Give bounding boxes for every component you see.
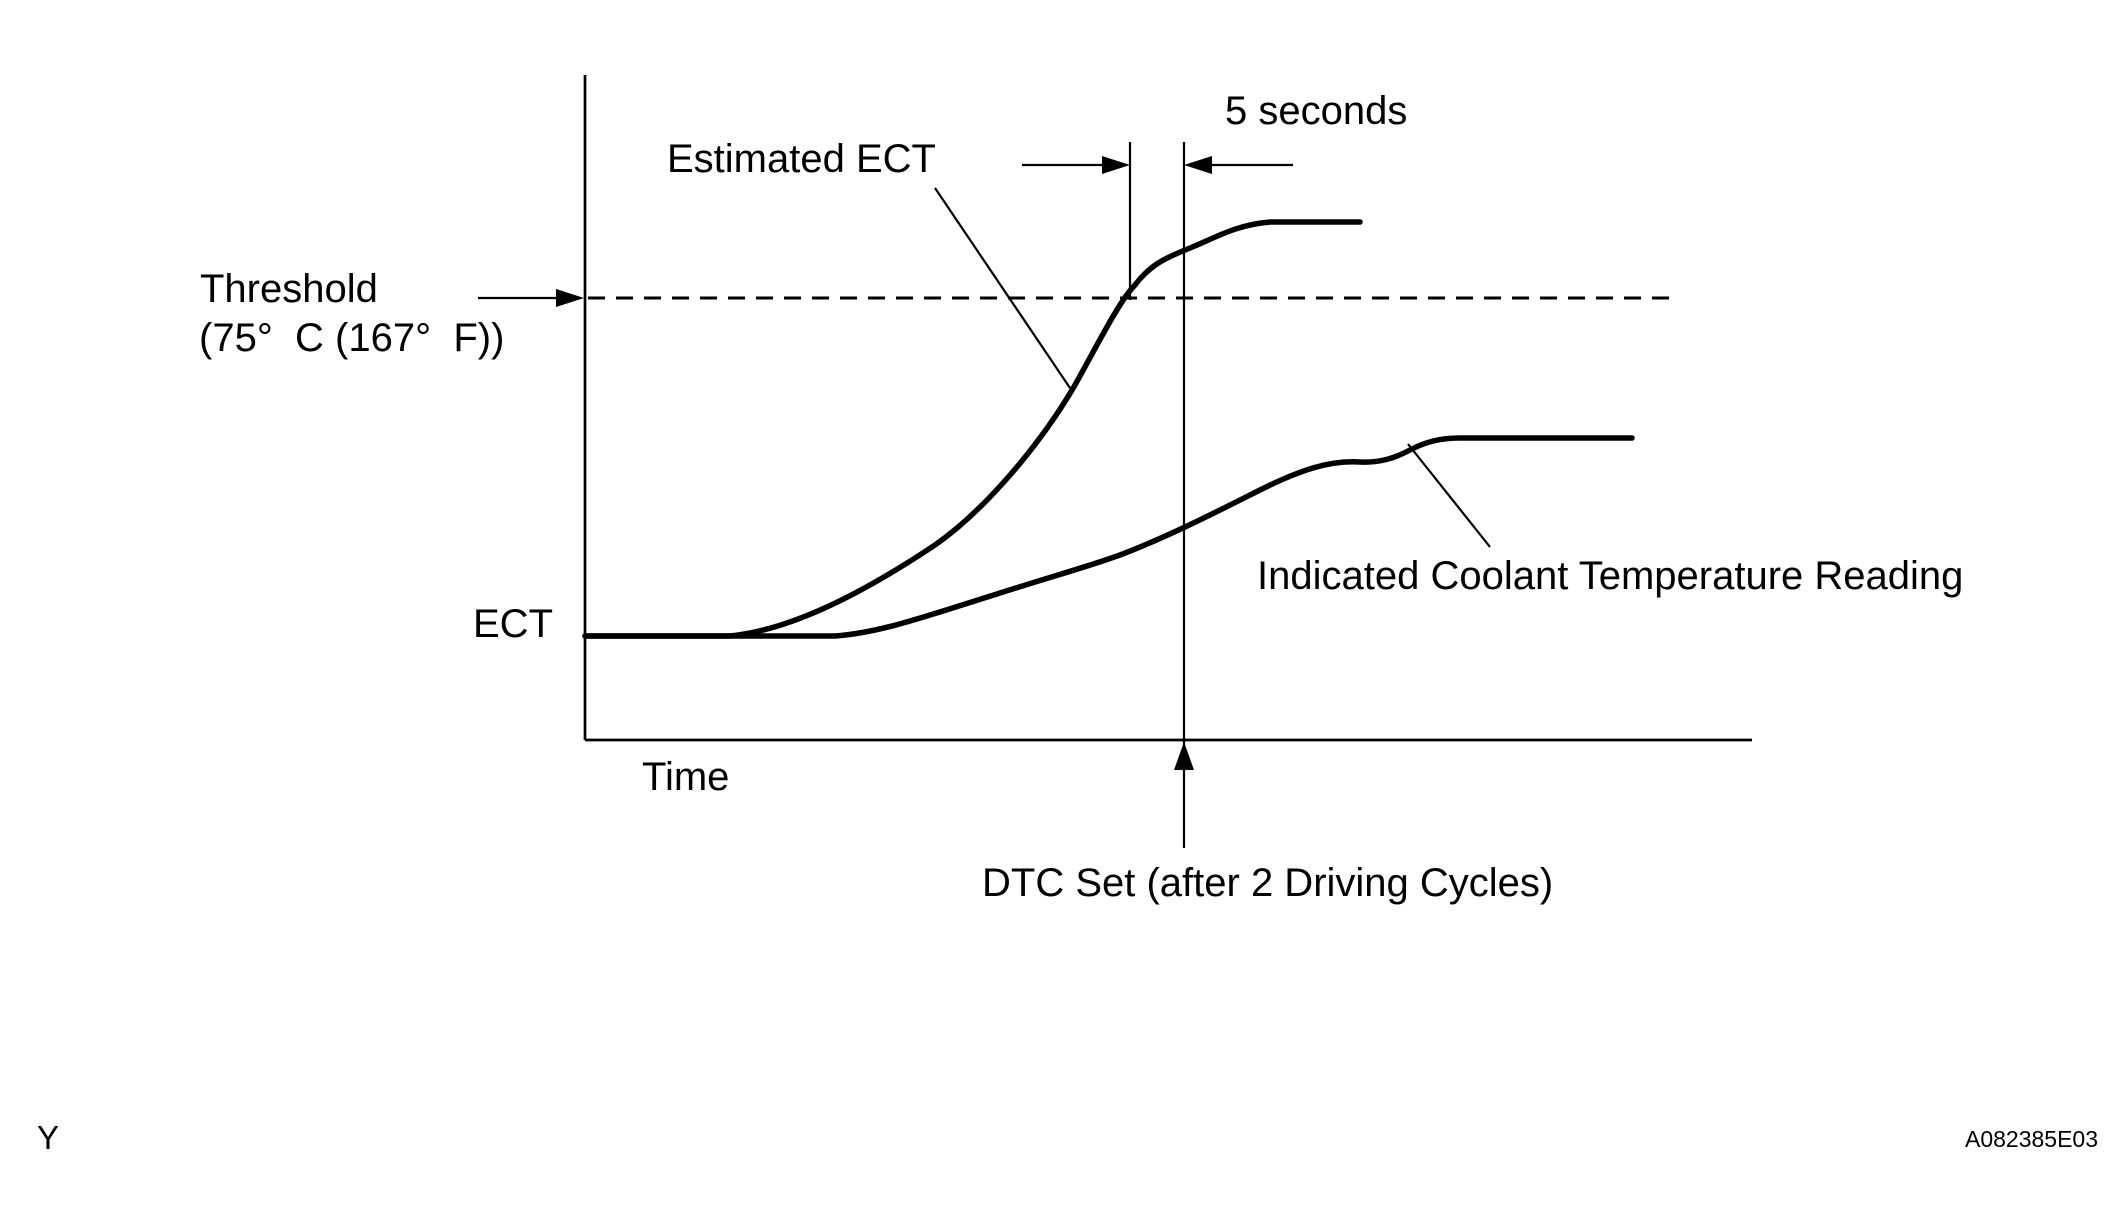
- indicated-label: Indicated Coolant Temperature Reading: [1257, 554, 1963, 598]
- five-seconds-right-head: [1184, 156, 1212, 174]
- corner-right-label: A082385E03: [1965, 1126, 2098, 1152]
- threshold-value-label: (75° C (167° F)): [199, 316, 504, 360]
- five-seconds-left-head: [1102, 156, 1130, 174]
- threshold-arrow-head: [556, 289, 584, 307]
- dtc-arrow-head: [1174, 742, 1194, 770]
- time-axis-label: Time: [642, 755, 729, 799]
- threshold-label: Threshold: [200, 267, 378, 311]
- estimated-ect-leader: [934, 187, 1071, 389]
- five-seconds-label: 5 seconds: [1225, 89, 1407, 133]
- indicated-temperature-curve: [582, 435, 1635, 639]
- indicated-leader: [1407, 443, 1491, 548]
- ect-axis-label: ECT: [473, 602, 553, 646]
- corner-left-label: Y: [37, 1119, 59, 1156]
- dtc-label: DTC Set (after 2 Driving Cycles): [982, 861, 1553, 905]
- estimated-ect-label: Estimated ECT: [667, 137, 936, 181]
- estimated-ect-curve: [582, 219, 1363, 639]
